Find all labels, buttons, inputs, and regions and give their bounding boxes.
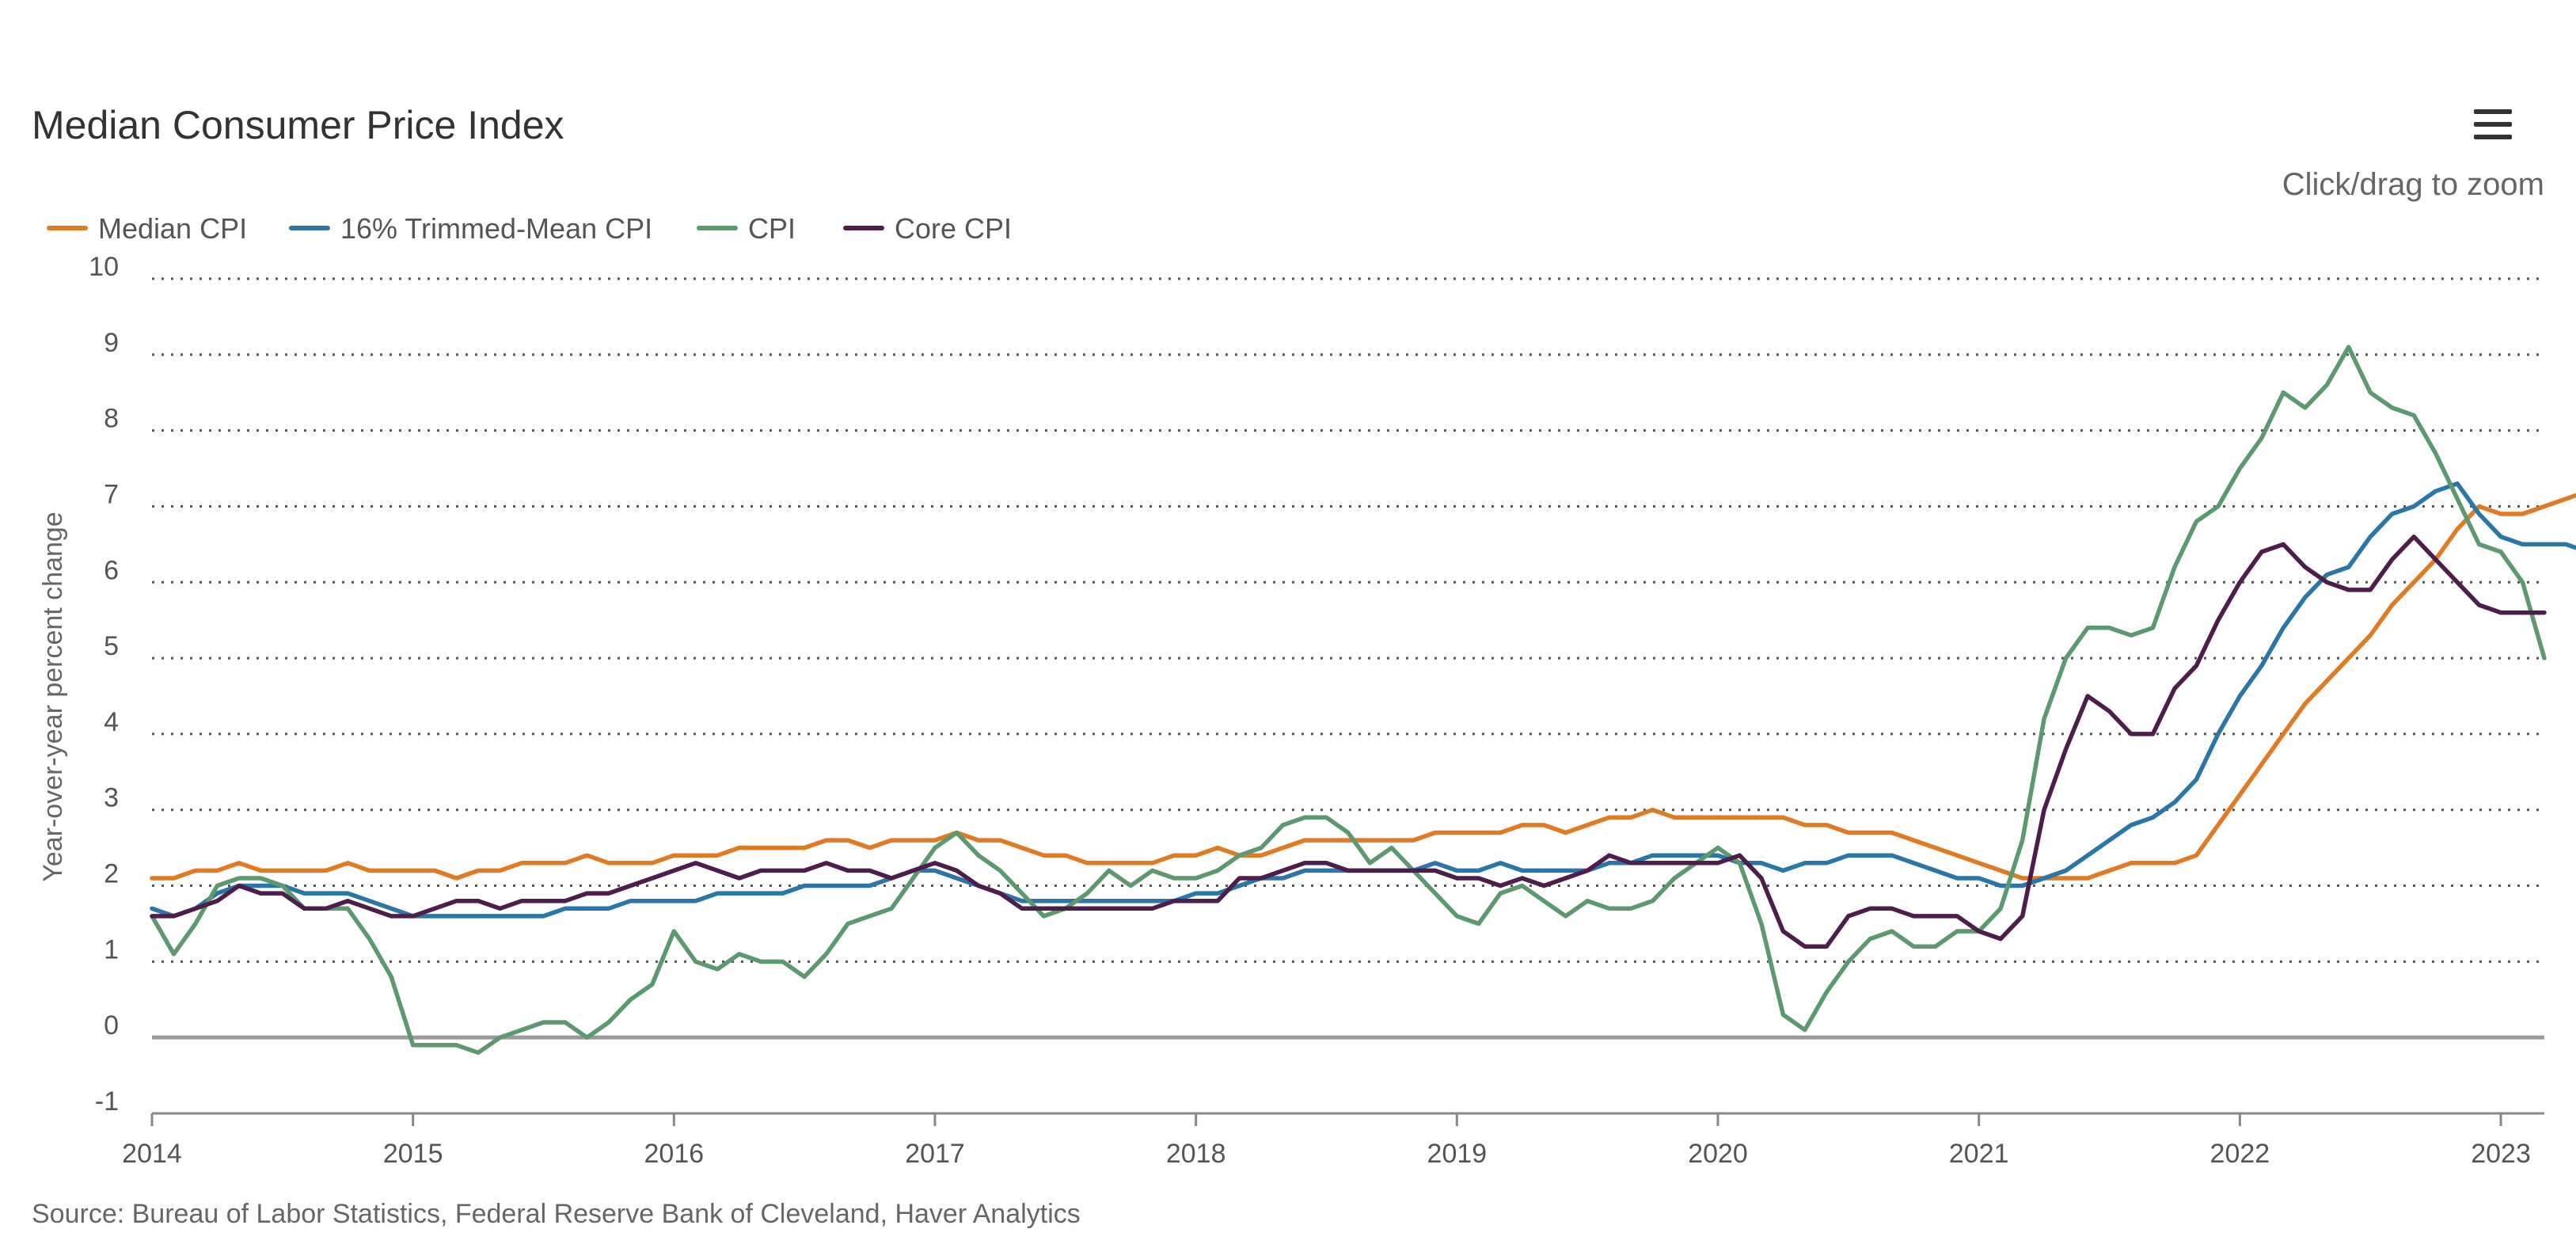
y-tick-label: 1 bbox=[104, 934, 119, 965]
x-tick-label: 2023 bbox=[2471, 1139, 2531, 1169]
menu-icon-bar-middle bbox=[2474, 122, 2512, 127]
y-tick-label: 0 bbox=[104, 1010, 119, 1041]
zoom-hint: Click/drag to zoom bbox=[2282, 167, 2544, 202]
y-tick-label: 4 bbox=[104, 707, 119, 737]
x-axis: 2014 2015 2016 2017 2018 2019 2020 2021 2022 2023 bbox=[122, 1112, 2544, 1169]
menu-icon-bar-bottom bbox=[2474, 135, 2512, 139]
series-line-core-cpi[interactable] bbox=[150, 535, 2547, 949]
y-tick-label: 7 bbox=[104, 479, 119, 509]
y-tick-label: 8 bbox=[104, 404, 119, 434]
y-tick-label: 9 bbox=[104, 328, 119, 358]
legend-label: 16% Trimmed-Mean CPI bbox=[340, 212, 652, 245]
x-tick-label: 2019 bbox=[1427, 1139, 1487, 1169]
y-tick-label: 3 bbox=[104, 783, 119, 813]
x-tick-label: 2020 bbox=[1688, 1139, 1748, 1169]
series-line-cpi[interactable] bbox=[150, 344, 2547, 1056]
x-tick-label: 2016 bbox=[644, 1139, 705, 1169]
y-tick-label: 6 bbox=[104, 555, 119, 585]
x-tick-label: 2015 bbox=[383, 1139, 443, 1169]
series-line-median-cpi[interactable] bbox=[150, 491, 2576, 881]
y-tick-label: 2 bbox=[104, 859, 119, 889]
x-tick-label: 2014 bbox=[122, 1139, 182, 1169]
x-tick-label: 2021 bbox=[1949, 1139, 2009, 1169]
context-menu-button[interactable] bbox=[2470, 100, 2514, 144]
legend-label: Median CPI bbox=[98, 212, 247, 245]
legend-label: Core CPI bbox=[895, 212, 1012, 245]
gridlines bbox=[152, 277, 2544, 1040]
legend-item-core-cpi[interactable]: Core CPI bbox=[843, 212, 1012, 245]
x-tick-label: 2022 bbox=[2210, 1139, 2270, 1169]
legend-label: CPI bbox=[748, 212, 796, 245]
legend-item-16-trimmed-mean-cpi[interactable]: 16% Trimmed-Mean CPI bbox=[289, 212, 652, 245]
x-tick-label: 2018 bbox=[1166, 1139, 1226, 1169]
y-axis: -1 0 1 2 3 4 5 6 7 8 9 10 bbox=[89, 252, 119, 1117]
menu-icon-bar-top bbox=[2474, 109, 2512, 114]
legend-item-median-cpi[interactable]: Median CPI bbox=[47, 212, 247, 245]
series-lines[interactable] bbox=[150, 344, 2576, 1056]
source-note: Source: Bureau of Labor Statistics, Fede… bbox=[32, 1199, 1081, 1229]
legend-item-cpi[interactable]: CPI bbox=[697, 212, 796, 245]
hamburger-menu-icon[interactable] bbox=[2474, 109, 2512, 139]
y-tick-label: 10 bbox=[89, 252, 119, 282]
legend[interactable]: Median CPI 16% Trimmed-Mean CPI CPI Core CP… bbox=[47, 212, 1012, 245]
y-tick-label: -1 bbox=[95, 1086, 119, 1117]
chart-title: Median Consumer Price Index bbox=[32, 103, 564, 147]
x-tick-label: 2017 bbox=[905, 1139, 965, 1169]
y-axis-title: Year-over-year percent change bbox=[38, 512, 68, 881]
y-tick-label: 5 bbox=[104, 631, 119, 661]
